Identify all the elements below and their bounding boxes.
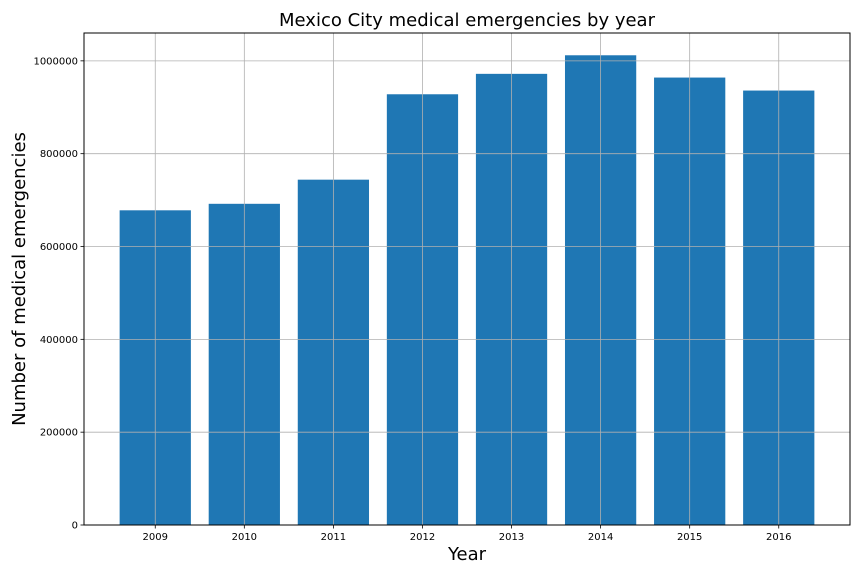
y-tick-label: 200000 (40, 428, 78, 439)
chart-title: Mexico City medical emergencies by year (279, 10, 656, 31)
y-tick-label: 600000 (40, 242, 78, 253)
x-tick-label: 2012 (410, 532, 435, 543)
x-tick-label: 2016 (766, 532, 791, 543)
x-tick-label: 2009 (143, 532, 168, 543)
x-tick-label: 2011 (321, 532, 346, 543)
grid-lines (84, 33, 850, 526)
x-tick-label: 2014 (588, 532, 613, 543)
y-tick-label: 1000000 (33, 56, 78, 67)
x-tick-label: 2010 (232, 532, 257, 543)
y-tick-label: 800000 (40, 149, 78, 160)
y-axis-title: Number of medical emergencies (9, 132, 30, 426)
y-axis-ticks: 0 200000 400000 600000 800000 1000000 (33, 56, 84, 532)
y-tick-label: 400000 (40, 335, 78, 346)
x-axis-ticks: 2009 2010 2011 2012 2013 2014 2015 2016 (143, 525, 791, 543)
plot-frame (83, 32, 851, 526)
x-tick-label: 2015 (677, 532, 702, 543)
x-tick-label: 2013 (499, 532, 524, 543)
x-axis-title: Year (447, 544, 487, 565)
y-tick-label: 0 (72, 521, 78, 532)
